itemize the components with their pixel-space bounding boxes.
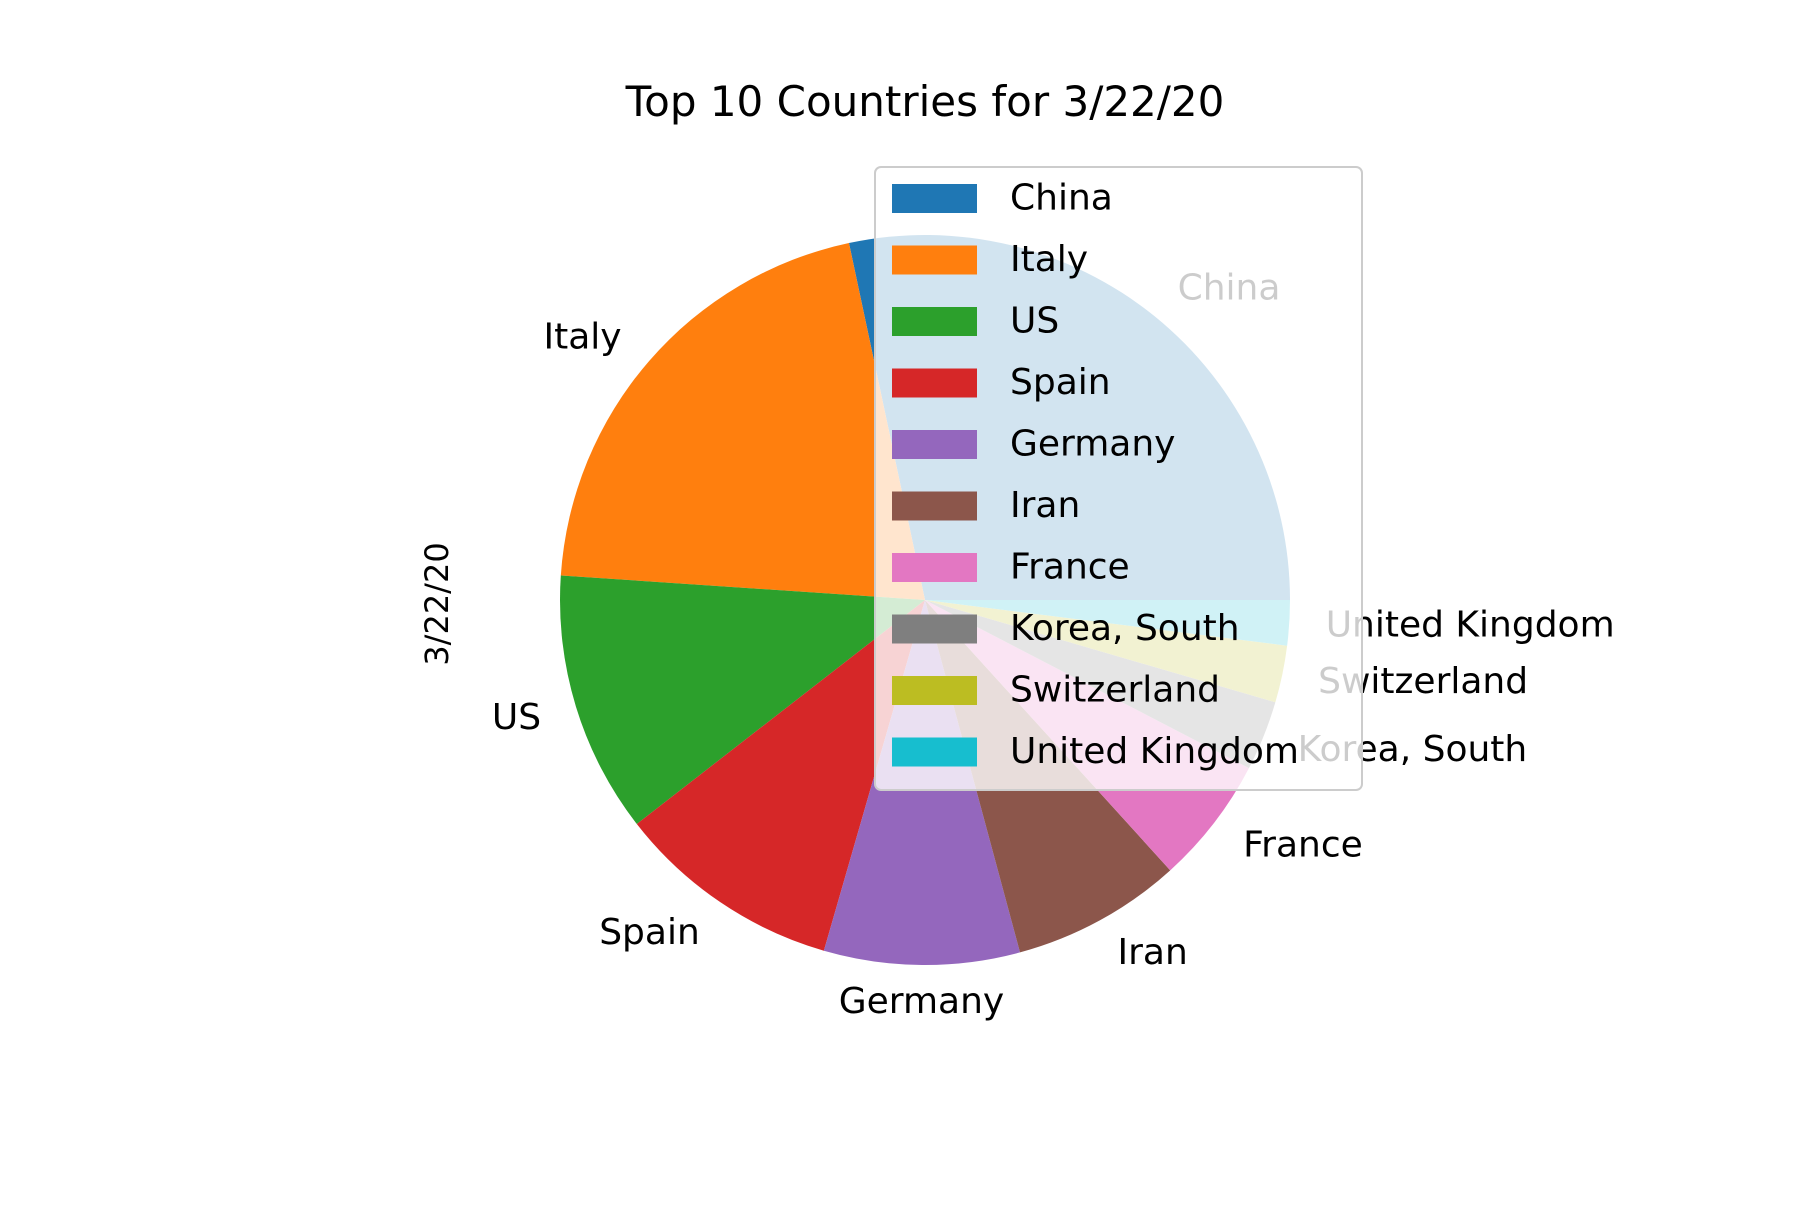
legend-label-united-kingdom: United Kingdom xyxy=(1010,731,1299,772)
legend-label-iran: Iran xyxy=(1010,485,1080,526)
legend-swatch-china xyxy=(892,184,977,213)
legend-swatch-iran xyxy=(892,491,977,521)
pie-slice-us xyxy=(559,575,925,824)
slice-label-spain: Spain xyxy=(599,912,700,953)
pie-slice-spain xyxy=(636,600,925,951)
slice-label-france: France xyxy=(1243,825,1363,866)
legend-label-korea-south: Korea, South xyxy=(1010,608,1240,649)
slice-label-italy: Italy xyxy=(543,317,621,358)
legend-swatch-united-kingdom xyxy=(892,737,977,767)
legend-swatch-italy xyxy=(892,245,977,275)
chart-title: Top 10 Countries for 3/22/20 xyxy=(625,77,1225,126)
legend-label-france: France xyxy=(1010,547,1130,588)
legend-swatch-korea-south xyxy=(892,614,977,644)
y-axis-label: 3/22/20 xyxy=(418,542,456,665)
slice-label-iran: Iran xyxy=(1118,932,1188,973)
legend-label-us: US xyxy=(1010,301,1059,342)
legend-label-spain: Spain xyxy=(1010,362,1111,403)
legend: China Italy US Spain Germany Iran France Korea,… xyxy=(874,166,1363,791)
legend-swatch-us xyxy=(892,307,977,336)
slice-label-germany: Germany xyxy=(839,981,1004,1022)
legend-label-italy: Italy xyxy=(1010,239,1088,280)
legend-swatch-france xyxy=(892,553,977,582)
slice-label-united-kingdom: United Kingdom xyxy=(1326,605,1615,646)
legend-frame xyxy=(874,166,1363,791)
legend-swatch-germany xyxy=(892,430,977,459)
legend-swatch-spain xyxy=(892,368,977,398)
legend-label-germany: Germany xyxy=(1010,424,1175,465)
slice-label-us: US xyxy=(492,697,541,738)
legend-swatch-switzerland xyxy=(892,676,977,705)
legend-items: China Italy US Spain Germany Iran France Korea,… xyxy=(892,178,1299,772)
legend-label-china: China xyxy=(1010,178,1113,219)
legend-label-switzerland: Switzerland xyxy=(1010,670,1220,711)
pie-slice-italy xyxy=(560,243,925,600)
